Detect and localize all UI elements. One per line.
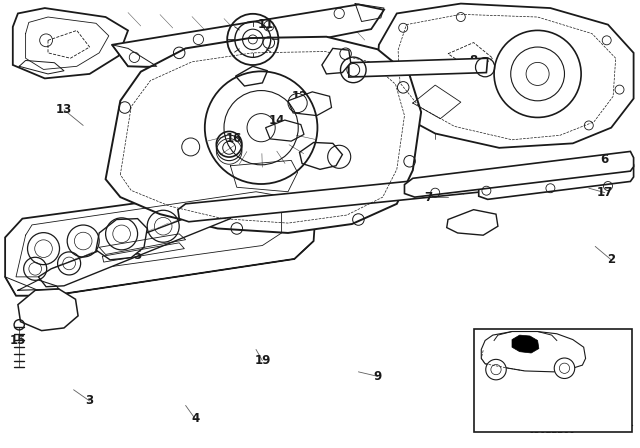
Polygon shape <box>112 4 384 67</box>
Polygon shape <box>18 289 78 331</box>
Polygon shape <box>288 92 332 116</box>
Polygon shape <box>236 66 268 86</box>
Text: 8: 8 <box>470 54 477 67</box>
Text: 5: 5 <box>134 249 141 262</box>
Text: 3: 3 <box>86 394 93 408</box>
Text: 11: 11 <box>257 18 274 31</box>
Text: 13: 13 <box>56 103 72 116</box>
Text: 15: 15 <box>10 334 26 347</box>
Polygon shape <box>266 120 304 141</box>
Text: 17: 17 <box>596 186 613 199</box>
Polygon shape <box>376 4 634 148</box>
Text: 18: 18 <box>465 222 482 235</box>
Polygon shape <box>349 58 488 77</box>
Polygon shape <box>106 37 421 233</box>
Text: 9: 9 <box>374 370 381 383</box>
Text: 1: 1 <box>313 155 321 168</box>
Polygon shape <box>178 166 575 222</box>
Text: 19: 19 <box>254 354 271 367</box>
Polygon shape <box>38 206 230 287</box>
Polygon shape <box>512 335 539 353</box>
Polygon shape <box>447 210 498 235</box>
Text: 6: 6 <box>601 152 609 166</box>
Text: 16: 16 <box>225 132 242 146</box>
Polygon shape <box>479 156 634 199</box>
Polygon shape <box>96 219 147 260</box>
Text: 03022260: 03022260 <box>528 425 575 435</box>
Bar <box>474 329 632 432</box>
Text: 10: 10 <box>35 309 52 323</box>
Polygon shape <box>5 184 317 296</box>
Text: 14: 14 <box>268 114 285 128</box>
Circle shape <box>554 358 575 379</box>
Polygon shape <box>300 142 342 169</box>
Polygon shape <box>404 151 634 197</box>
Text: 2: 2 <box>607 253 615 267</box>
Polygon shape <box>481 332 586 372</box>
Circle shape <box>486 359 506 380</box>
Polygon shape <box>13 8 128 78</box>
Text: 4: 4 <box>191 412 199 426</box>
Polygon shape <box>322 48 351 74</box>
Text: 7: 7 <box>425 190 433 204</box>
Text: 12: 12 <box>291 90 308 103</box>
